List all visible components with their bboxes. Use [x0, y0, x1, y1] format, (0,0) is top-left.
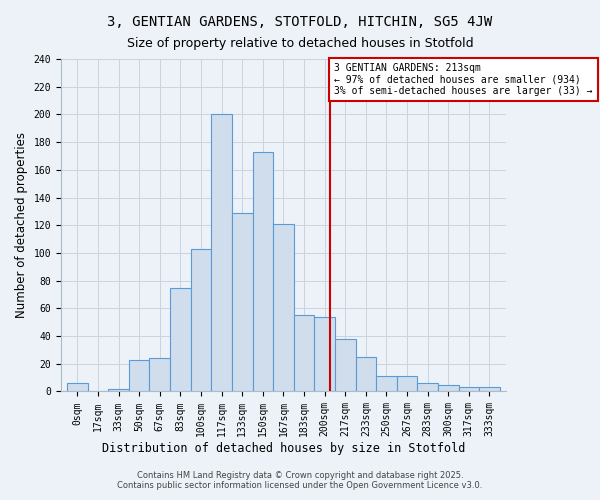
Bar	[397, 376, 418, 392]
Bar	[108, 388, 129, 392]
Y-axis label: Number of detached properties: Number of detached properties	[15, 132, 28, 318]
Bar	[67, 383, 88, 392]
Bar	[376, 376, 397, 392]
Bar	[253, 152, 273, 392]
Bar	[294, 316, 314, 392]
Bar	[273, 224, 294, 392]
Text: Contains HM Land Registry data © Crown copyright and database right 2025.
Contai: Contains HM Land Registry data © Crown c…	[118, 470, 482, 490]
Bar	[335, 339, 356, 392]
Text: 3 GENTIAN GARDENS: 213sqm
← 97% of detached houses are smaller (934)
3% of semi-: 3 GENTIAN GARDENS: 213sqm ← 97% of detac…	[334, 63, 593, 96]
Bar	[356, 357, 376, 392]
Text: Size of property relative to detached houses in Stotfold: Size of property relative to detached ho…	[127, 38, 473, 51]
Bar	[438, 384, 458, 392]
Bar	[149, 358, 170, 392]
Bar	[129, 360, 149, 392]
Bar	[314, 316, 335, 392]
Bar	[479, 388, 500, 392]
Bar	[191, 249, 211, 392]
Bar	[170, 288, 191, 392]
Bar	[458, 388, 479, 392]
Bar	[232, 213, 253, 392]
X-axis label: Distribution of detached houses by size in Stotfold: Distribution of detached houses by size …	[102, 442, 465, 455]
Text: 3, GENTIAN GARDENS, STOTFOLD, HITCHIN, SG5 4JW: 3, GENTIAN GARDENS, STOTFOLD, HITCHIN, S…	[107, 15, 493, 29]
Bar	[211, 114, 232, 392]
Bar	[418, 383, 438, 392]
